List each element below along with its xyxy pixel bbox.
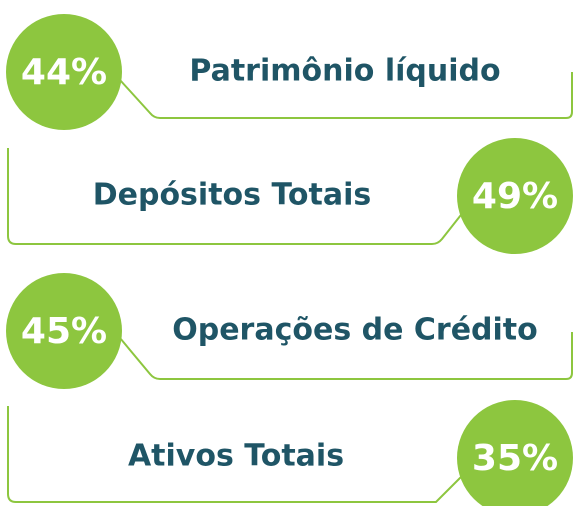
percent-circle bbox=[457, 400, 573, 506]
label: Depósitos Totais bbox=[93, 178, 372, 213]
percent-circle bbox=[6, 273, 122, 389]
percent-circle bbox=[6, 14, 122, 130]
percent: 49% bbox=[472, 176, 558, 217]
bracket bbox=[119, 332, 573, 380]
percent: 44% bbox=[21, 52, 107, 93]
percent: 45% bbox=[21, 311, 107, 352]
percent: 35% bbox=[472, 438, 558, 479]
percent-circle bbox=[457, 138, 573, 254]
label: Patrimônio líquido bbox=[189, 54, 500, 89]
bracket bbox=[7, 406, 471, 503]
bracket bbox=[7, 148, 469, 245]
label: Ativos Totais bbox=[128, 439, 344, 474]
label: Operações de Crédito bbox=[172, 313, 538, 348]
bracket bbox=[119, 72, 573, 119]
